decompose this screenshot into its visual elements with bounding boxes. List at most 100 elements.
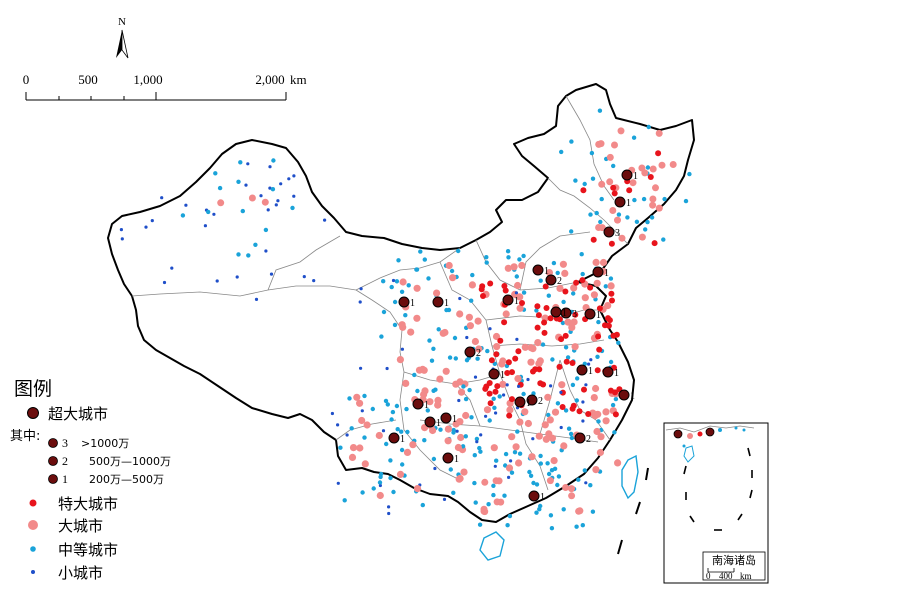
mega-city-label: 1 — [544, 266, 549, 277]
large-city-dot — [599, 258, 608, 267]
medium-city-dot — [612, 430, 617, 435]
small-city-dot — [457, 398, 461, 403]
small-city-dot — [345, 433, 349, 437]
large-city-dot — [217, 199, 225, 207]
medium-city-dot — [463, 434, 468, 439]
large-city-dot — [413, 284, 421, 292]
medium-city-dot — [631, 135, 637, 140]
large-city-dot — [516, 304, 524, 312]
large-city-dot — [499, 380, 507, 388]
medium-city-dot — [574, 524, 579, 529]
medium-city-dot — [616, 340, 621, 345]
large-city-dot — [598, 180, 606, 188]
small-city-dot — [170, 266, 174, 270]
medium-city-dot — [491, 483, 496, 488]
medium-city-dot — [573, 178, 578, 183]
medium-city-dot — [534, 482, 540, 487]
medium-city-dot — [645, 219, 650, 225]
large-city-dot — [358, 416, 366, 425]
small-city-dot — [442, 497, 447, 501]
extra-large-city-dot — [608, 290, 615, 297]
small-city-dot — [302, 275, 306, 279]
medium-city-dot — [362, 435, 367, 440]
legend: 图例 超大城市 其中: 3 >1000万 2 500万—1000万 1 200万… — [10, 378, 171, 582]
medium-city-dot — [596, 319, 601, 325]
medium-city-dot — [537, 507, 542, 512]
small-city-dot — [479, 433, 483, 437]
mega-city-marker — [618, 389, 630, 401]
small-city-dot — [215, 279, 219, 283]
mega-city-marker — [432, 296, 444, 308]
small-city-dot — [581, 400, 585, 404]
large-city-dot — [399, 323, 407, 331]
mega-city-marker — [574, 432, 586, 444]
medium-city-dot — [453, 356, 458, 361]
medium-city-dot — [484, 260, 489, 265]
extra-large-city-dot — [562, 288, 569, 295]
mega-city-label: 1 — [500, 370, 505, 381]
small-city-dot — [312, 279, 316, 283]
mega-city-marker — [488, 368, 500, 380]
small-city-dot — [378, 483, 382, 488]
legend-title: 图例 — [14, 378, 52, 400]
medium-city-dot — [507, 513, 513, 519]
small-city-dot — [587, 362, 591, 366]
extra-large-city-dot — [612, 389, 618, 396]
sea-boundary-dashes — [617, 467, 649, 555]
medium-city-dot — [570, 382, 576, 388]
large-city-dot — [606, 178, 614, 186]
inset-scale-unit: km — [740, 571, 752, 581]
large-city-dot — [649, 195, 657, 203]
mega-city-marker — [545, 274, 557, 286]
mega-city-label: 1 — [424, 400, 429, 411]
mega-city-marker — [464, 346, 476, 358]
mega-city-marker — [514, 396, 526, 408]
medium-city-dot — [487, 418, 492, 423]
extra-large-city-dot — [556, 316, 563, 323]
extra-large-city-dot — [501, 319, 508, 326]
mega-city-label: 1 — [410, 298, 415, 309]
large-city-dot — [592, 258, 600, 266]
large-city-dot — [617, 127, 625, 135]
extra-large-city-dot — [534, 303, 541, 310]
extra-large-city-dot — [610, 184, 617, 191]
small-city-dot — [162, 280, 167, 285]
large-city-dot — [614, 459, 622, 467]
medium-city-dot — [590, 509, 596, 514]
medium-city-dot — [470, 272, 475, 278]
medium-city-dot — [456, 248, 461, 254]
north-arrow-label: N — [118, 16, 126, 28]
extra-large-city-dot — [559, 404, 566, 410]
large-city-dot — [618, 234, 626, 242]
north-arrow-icon — [116, 30, 122, 58]
medium-city-dot — [400, 462, 405, 467]
extra-large-city-dot — [542, 283, 549, 290]
large-city-dot — [471, 337, 479, 346]
large-city-dot — [456, 474, 464, 483]
extra-large-city-dot — [541, 329, 548, 336]
large-city-dot — [460, 468, 468, 476]
extra-large-city-dot — [569, 360, 576, 366]
mega-city-label: 2 — [476, 348, 481, 359]
extra-large-city-dot — [501, 283, 508, 289]
large-city-dot — [421, 387, 429, 395]
large-city-dot — [602, 408, 610, 416]
medium-city-dot — [342, 498, 347, 503]
extra-large-city-dot — [608, 240, 615, 247]
small-city-dot — [559, 425, 563, 430]
inset-mega-city — [705, 427, 715, 437]
small-city-dot — [269, 272, 274, 276]
large-city-dot — [638, 164, 646, 172]
large-city-dot — [652, 184, 659, 192]
legend-sub-num: 1 — [62, 472, 68, 486]
extra-large-city-dot — [572, 311, 579, 318]
small-city-dot — [144, 225, 148, 229]
large-city-dot — [396, 470, 405, 478]
large-city-dot — [638, 233, 646, 241]
medium-city-dot — [596, 419, 601, 424]
small-city-dot — [246, 162, 250, 166]
mega-city-label: 1 — [562, 308, 567, 319]
large-city-dot — [512, 443, 520, 451]
large-city-dot — [609, 207, 617, 214]
province-boundaries — [131, 95, 629, 491]
